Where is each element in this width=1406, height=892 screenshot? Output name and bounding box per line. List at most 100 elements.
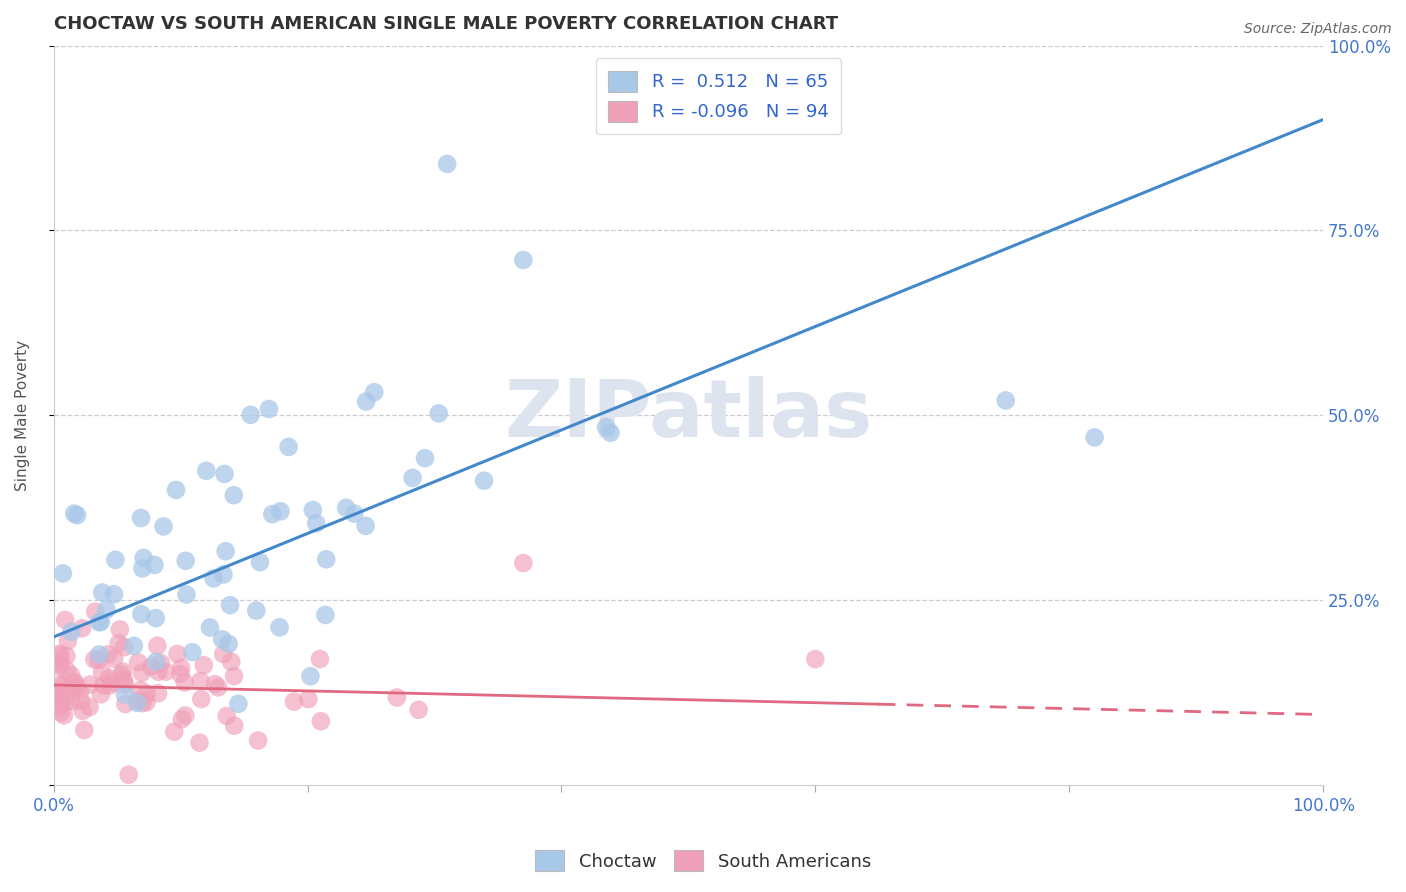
Point — [301, 503, 323, 517]
Point — [146, 639, 169, 653]
Point — [413, 451, 436, 466]
Point — [173, 675, 195, 690]
Point — [91, 585, 114, 599]
Point — [60, 682, 83, 697]
Point — [66, 508, 89, 523]
Point — [299, 669, 322, 683]
Point — [190, 673, 212, 688]
Point — [70, 694, 93, 708]
Point — [79, 700, 101, 714]
Point — [52, 566, 75, 581]
Point — [108, 623, 131, 637]
Point — [277, 440, 299, 454]
Point — [228, 697, 250, 711]
Point — [84, 605, 107, 619]
Point — [169, 667, 191, 681]
Point — [190, 692, 212, 706]
Point — [73, 723, 96, 737]
Point — [152, 519, 174, 533]
Point — [427, 406, 450, 420]
Point — [148, 665, 170, 679]
Point — [112, 674, 135, 689]
Point — [111, 667, 134, 681]
Point — [107, 636, 129, 650]
Point — [212, 647, 235, 661]
Point — [212, 567, 235, 582]
Point — [72, 704, 94, 718]
Point — [97, 648, 120, 662]
Point — [314, 607, 336, 622]
Point — [335, 500, 357, 515]
Point — [214, 544, 236, 558]
Point — [1084, 430, 1107, 444]
Point — [98, 678, 121, 692]
Point — [408, 703, 430, 717]
Point — [90, 615, 112, 629]
Point — [49, 648, 72, 662]
Point — [354, 394, 377, 409]
Point — [135, 695, 157, 709]
Point — [49, 699, 72, 714]
Point — [112, 672, 135, 686]
Point — [176, 588, 198, 602]
Text: Source: ZipAtlas.com: Source: ZipAtlas.com — [1244, 22, 1392, 37]
Point — [118, 767, 141, 781]
Point — [155, 665, 177, 679]
Point — [127, 696, 149, 710]
Point — [472, 474, 495, 488]
Point — [104, 553, 127, 567]
Point — [239, 408, 262, 422]
Point — [174, 708, 197, 723]
Point — [49, 685, 72, 699]
Point — [55, 648, 77, 663]
Point — [63, 507, 86, 521]
Point — [83, 652, 105, 666]
Point — [90, 687, 112, 701]
Point — [49, 695, 72, 709]
Point — [198, 620, 221, 634]
Point — [202, 571, 225, 585]
Point — [218, 637, 240, 651]
Point — [56, 633, 79, 648]
Point — [309, 714, 332, 729]
Point — [129, 511, 152, 525]
Point — [804, 652, 827, 666]
Point — [247, 733, 270, 747]
Point — [343, 507, 366, 521]
Point — [49, 660, 72, 674]
Point — [103, 651, 125, 665]
Point — [52, 678, 75, 692]
Point — [122, 639, 145, 653]
Point — [112, 640, 135, 655]
Point — [93, 678, 115, 692]
Point — [103, 587, 125, 601]
Point — [114, 697, 136, 711]
Point — [60, 624, 83, 639]
Legend: R =  0.512   N = 65, R = -0.096   N = 94: R = 0.512 N = 65, R = -0.096 N = 94 — [596, 58, 841, 135]
Point — [297, 692, 319, 706]
Point — [56, 664, 79, 678]
Text: ZIPatlas: ZIPatlas — [505, 376, 873, 454]
Point — [283, 695, 305, 709]
Point — [214, 467, 236, 481]
Point — [188, 736, 211, 750]
Point — [91, 665, 114, 680]
Point — [135, 687, 157, 701]
Point — [163, 724, 186, 739]
Point — [103, 675, 125, 690]
Point — [215, 709, 238, 723]
Point — [165, 483, 187, 497]
Point — [66, 681, 89, 695]
Point — [49, 647, 72, 661]
Y-axis label: Single Male Poverty: Single Male Poverty — [15, 340, 30, 491]
Point — [181, 645, 204, 659]
Point — [146, 686, 169, 700]
Point — [994, 393, 1017, 408]
Point — [96, 603, 118, 617]
Point — [70, 621, 93, 635]
Point — [60, 668, 83, 682]
Point — [49, 678, 72, 692]
Point — [114, 678, 136, 692]
Point — [269, 620, 291, 634]
Point — [49, 654, 72, 668]
